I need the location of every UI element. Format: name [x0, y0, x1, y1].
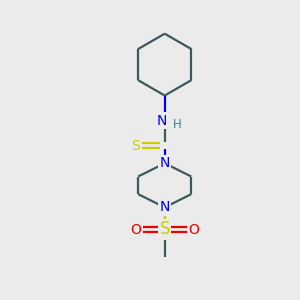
- Text: O: O: [189, 223, 200, 236]
- Text: N: N: [160, 200, 170, 214]
- Text: N: N: [157, 114, 167, 128]
- Text: S: S: [160, 220, 170, 238]
- Text: O: O: [130, 223, 141, 236]
- Text: S: S: [131, 139, 140, 153]
- Text: N: N: [160, 156, 170, 170]
- Text: H: H: [173, 118, 182, 131]
